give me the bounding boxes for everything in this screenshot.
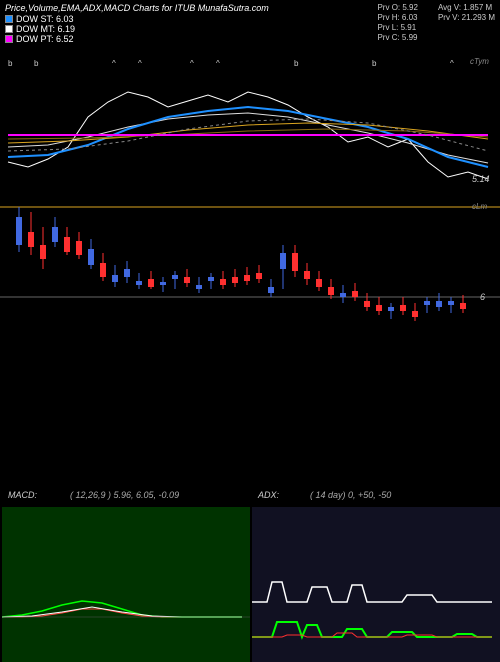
prev-ohlc-block: Prv O: 5.92Prv H: 6.03Prv L: 5.91Prv C: …	[377, 3, 417, 44]
svg-text:b: b	[34, 59, 39, 68]
adx-params: ( 14 day) 0, +50, -50	[310, 490, 391, 500]
chart-header: Price,Volume,EMA,ADX,MACD Charts for ITU…	[0, 0, 500, 47]
svg-text:^: ^	[190, 59, 194, 68]
price-ema-panel: b b ^ ^ ^ ^ b b ^ cTym 5.14	[0, 52, 500, 197]
vol-value: Prv V: 21.293 M	[438, 13, 495, 22]
legend-item: DOW MT: 6.19	[5, 24, 269, 34]
svg-text:^: ^	[138, 59, 142, 68]
svg-text:5.14: 5.14	[472, 174, 490, 184]
prev-value: Prv L: 5.91	[377, 23, 417, 32]
svg-text:b: b	[372, 59, 377, 68]
svg-text:^: ^	[112, 59, 116, 68]
prev-value: Prv O: 5.92	[377, 3, 417, 12]
svg-text:^: ^	[216, 59, 220, 68]
legend-item: DOW PT: 6.52	[5, 34, 269, 44]
legend-swatch	[5, 35, 13, 43]
legend-label: DOW MT: 6.19	[16, 24, 75, 34]
macd-label: MACD:	[8, 490, 37, 500]
macd-panel	[2, 507, 250, 660]
spacer-panel	[0, 377, 500, 507]
vol-value: Avg V: 1.857 M	[438, 3, 495, 12]
macd-params: ( 12,26,9 ) 5.96, 6.05, -0.09	[70, 490, 179, 500]
legend-swatch	[5, 15, 13, 23]
volume-block: Avg V: 1.857 MPrv V: 21.293 M	[438, 3, 495, 44]
svg-text:6: 6	[480, 292, 485, 302]
svg-text:cLm: cLm	[472, 202, 487, 211]
indicator-row	[0, 507, 500, 662]
legend-swatch	[5, 25, 13, 33]
adx-panel	[252, 507, 500, 660]
svg-text:b: b	[294, 59, 299, 68]
svg-text:b: b	[8, 59, 13, 68]
prev-value: Prv H: 6.03	[377, 13, 417, 22]
svg-text:^: ^	[450, 59, 454, 68]
chart-title: Price,Volume,EMA,ADX,MACD Charts for ITU…	[5, 3, 269, 13]
svg-text:cTym: cTym	[470, 57, 489, 66]
legend-label: DOW PT: 6.52	[16, 34, 74, 44]
legend-label: DOW ST: 6.03	[16, 14, 74, 24]
prev-value: Prv C: 5.99	[377, 33, 417, 42]
legend-item: DOW ST: 6.03	[5, 14, 269, 24]
candlestick-panel: cLm 6	[0, 197, 500, 377]
adx-label: ADX:	[258, 490, 279, 500]
